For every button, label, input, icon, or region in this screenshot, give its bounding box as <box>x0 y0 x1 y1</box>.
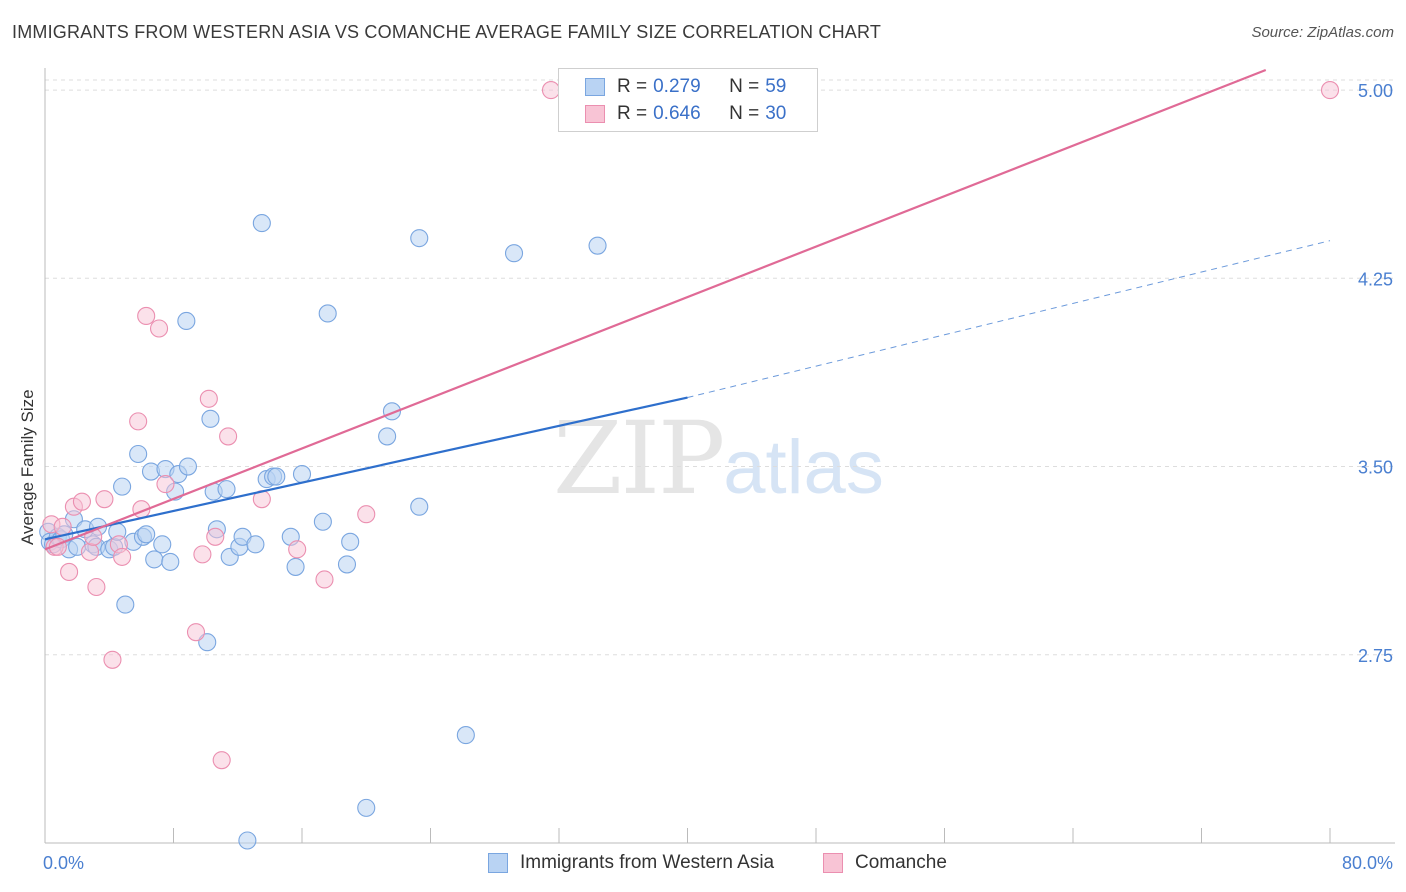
data-point-immigrants <box>286 557 305 576</box>
legend-n-value: 59 <box>765 76 787 97</box>
series-immigrants-points <box>39 214 607 850</box>
data-point-immigrants <box>153 535 172 554</box>
data-point-immigrants <box>161 552 180 571</box>
bottom-legend-swatch-pink <box>823 853 843 873</box>
data-point-comanche <box>137 306 156 326</box>
y-tick-label: 3.50 <box>1358 458 1393 478</box>
data-point-immigrants <box>252 214 271 233</box>
legend-r-value: 0.646 <box>653 103 701 124</box>
data-point-comanche <box>80 542 100 561</box>
bottom-legend-swatch-blue <box>488 853 508 873</box>
axis-labels: 2.75 3.50 4.25 5.00 0.0% 80.0% Average Family … <box>18 81 1393 873</box>
data-point-immigrants <box>410 497 429 516</box>
data-point-immigrants <box>313 512 332 531</box>
trend-line-comanche <box>44 68 1267 551</box>
data-point-immigrants <box>341 532 360 551</box>
trend-lines <box>44 68 1331 551</box>
data-point-comanche <box>113 547 132 566</box>
data-point-immigrants <box>217 480 236 499</box>
data-point-immigrants <box>378 427 397 446</box>
data-point-immigrants <box>504 244 524 263</box>
gridlines <box>45 79 1395 656</box>
axes <box>44 68 1395 844</box>
data-point-comanche <box>149 319 169 338</box>
data-point-comanche <box>1320 81 1340 100</box>
y-tick-label: 5.00 <box>1358 81 1393 101</box>
chart-title: IMMIGRANTS FROM WESTERN ASIA VS COMANCHE… <box>12 22 882 42</box>
data-point-immigrants <box>201 409 220 428</box>
legend-swatch-pink <box>585 105 605 123</box>
data-point-immigrants <box>198 633 217 652</box>
legend-row-comanche: R = 0.646 N = 30 <box>585 102 786 126</box>
data-point-immigrants <box>292 465 312 484</box>
source-label: Source: ZipAtlas.com <box>1251 24 1394 41</box>
bottom-legend-label: Comanche <box>855 852 947 873</box>
legend-swatch-blue <box>585 78 605 96</box>
legend-n-label: N = <box>729 76 760 97</box>
data-point-comanche <box>156 475 175 494</box>
legend-n-value: 30 <box>765 103 787 124</box>
y-axis-label: Average Family Size <box>18 389 37 545</box>
data-point-comanche <box>199 389 218 408</box>
data-point-immigrants <box>337 555 357 574</box>
legend-r-label: R = <box>617 103 648 124</box>
data-point-comanche <box>541 81 561 100</box>
trend-line-immigrants <box>44 396 688 541</box>
data-point-comanche <box>219 427 238 446</box>
bottom-legend-comanche: Comanche <box>823 852 947 874</box>
data-point-immigrants <box>113 477 132 496</box>
watermark: ZIPatlas <box>553 400 884 517</box>
data-point-immigrants <box>177 311 196 331</box>
legend-r-value: 0.279 <box>653 76 701 97</box>
bottom-legend-label: Immigrants from Western Asia <box>520 852 775 873</box>
y-tick-label: 2.75 <box>1358 646 1393 666</box>
legend-r-label: R = <box>617 76 648 97</box>
data-point-comanche <box>186 623 206 642</box>
data-point-comanche <box>87 577 106 597</box>
data-point-immigrants <box>238 831 257 850</box>
data-point-immigrants <box>267 467 286 486</box>
data-point-comanche <box>60 562 79 581</box>
data-point-comanche <box>95 490 114 509</box>
x-tick-label-min: 0.0% <box>43 853 84 873</box>
data-point-comanche <box>315 570 334 589</box>
bottom-legend: Immigrants from Western Asia Comanche <box>0 852 1406 878</box>
bottom-legend-immigrants: Immigrants from Western Asia <box>488 852 774 874</box>
data-point-immigrants <box>246 535 265 554</box>
data-point-immigrants <box>456 726 475 745</box>
data-point-immigrants <box>137 525 156 544</box>
data-point-comanche <box>212 751 231 770</box>
data-point-immigrants <box>318 304 337 323</box>
data-point-immigrants <box>357 798 376 817</box>
legend-row-immigrants: R = 0.279 N = 59 <box>585 75 786 99</box>
data-point-comanche <box>206 527 225 546</box>
data-point-immigrants <box>116 595 135 614</box>
data-point-comanche <box>193 545 212 564</box>
watermark-atlas: atlas <box>723 425 884 510</box>
data-point-comanche <box>53 517 72 536</box>
series-comanche-points <box>42 81 1340 770</box>
x-tick-label-max: 80.0% <box>1342 853 1393 873</box>
data-point-comanche <box>357 505 376 524</box>
stats-legend: R = 0.279 N = 59 R = 0.646 N = 30 <box>558 68 818 132</box>
data-point-immigrants <box>129 444 148 464</box>
data-point-immigrants <box>178 457 198 476</box>
trend-line-immigrants-extension <box>687 240 1331 399</box>
data-point-immigrants <box>410 229 429 248</box>
data-point-comanche <box>129 412 148 431</box>
y-tick-label: 4.25 <box>1358 269 1393 289</box>
data-point-immigrants <box>588 236 607 255</box>
data-point-comanche <box>72 492 91 511</box>
data-point-comanche <box>288 540 307 559</box>
data-point-comanche <box>103 650 122 669</box>
watermark-zip: ZIP <box>553 400 725 517</box>
data-point-immigrants <box>145 550 164 569</box>
legend-n-label: N = <box>729 103 760 124</box>
